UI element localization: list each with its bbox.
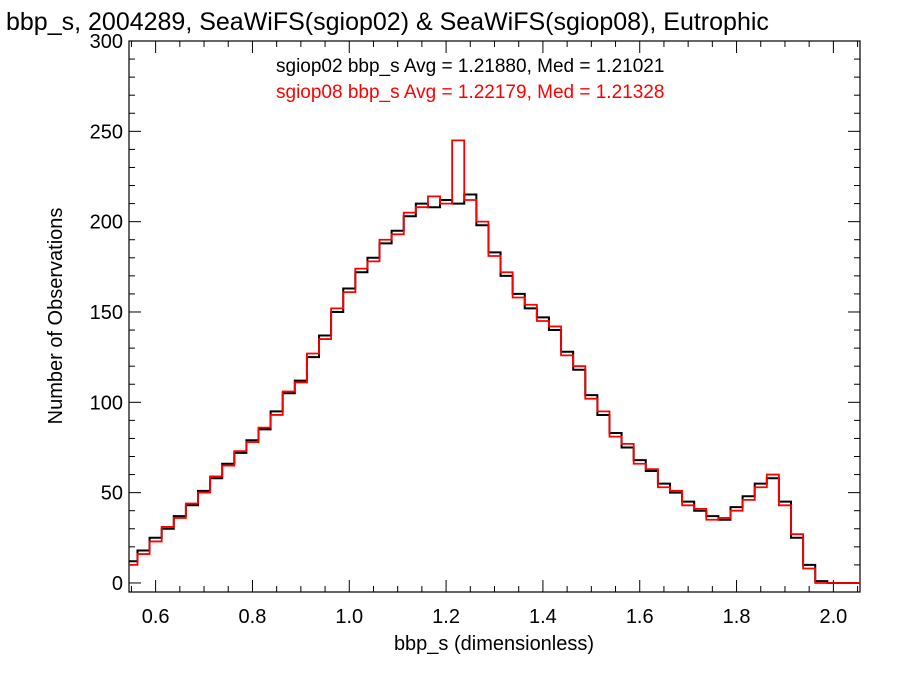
x-tick-label: 2.0 bbox=[819, 606, 847, 628]
chart-title: bbp_s, 2004289, SeaWiFS(sgiop02) & SeaWi… bbox=[6, 8, 769, 36]
x-tick-label: 0.8 bbox=[239, 606, 267, 628]
annotation-sgiop08: sgiop08 bbp_s Avg = 1.22179, Med = 1.213… bbox=[276, 82, 664, 103]
y-tick-label: 300 bbox=[90, 31, 123, 53]
plot-frame bbox=[128, 40, 861, 593]
x-tick-label: 1.8 bbox=[723, 606, 751, 628]
y-tick-label: 50 bbox=[101, 483, 123, 505]
y-axis-label: Number of Observations bbox=[45, 208, 67, 425]
x-tick-label: 1.4 bbox=[529, 606, 557, 628]
y-tick-label: 100 bbox=[90, 392, 123, 414]
plot-area bbox=[128, 40, 861, 593]
series-line-sgiop08 bbox=[129, 139, 860, 584]
x-axis-label: bbp_s (dimensionless) bbox=[394, 633, 594, 655]
y-tick-label: 250 bbox=[90, 121, 123, 143]
x-axis-ticks: 0.6 0.8 1.0 1.2 1.4 1.6 1.8 2.0 bbox=[130, 41, 859, 628]
annotation-sgiop02: sgiop02 bbp_s Avg = 1.21880, Med = 1.210… bbox=[276, 56, 664, 77]
y-tick-label: 0 bbox=[112, 573, 123, 595]
series-line-sgiop02 bbox=[129, 193, 860, 584]
y-tick-label: 150 bbox=[90, 302, 123, 324]
x-tick-label: 0.6 bbox=[142, 606, 170, 628]
series-layer bbox=[129, 139, 860, 584]
y-axis-ticks: 0 50 100 150 200 250 300 bbox=[90, 31, 860, 595]
x-tick-label: 1.0 bbox=[335, 606, 363, 628]
x-tick-label: 1.2 bbox=[432, 606, 460, 628]
x-tick-label: 1.6 bbox=[626, 606, 654, 628]
y-tick-label: 200 bbox=[90, 212, 123, 234]
